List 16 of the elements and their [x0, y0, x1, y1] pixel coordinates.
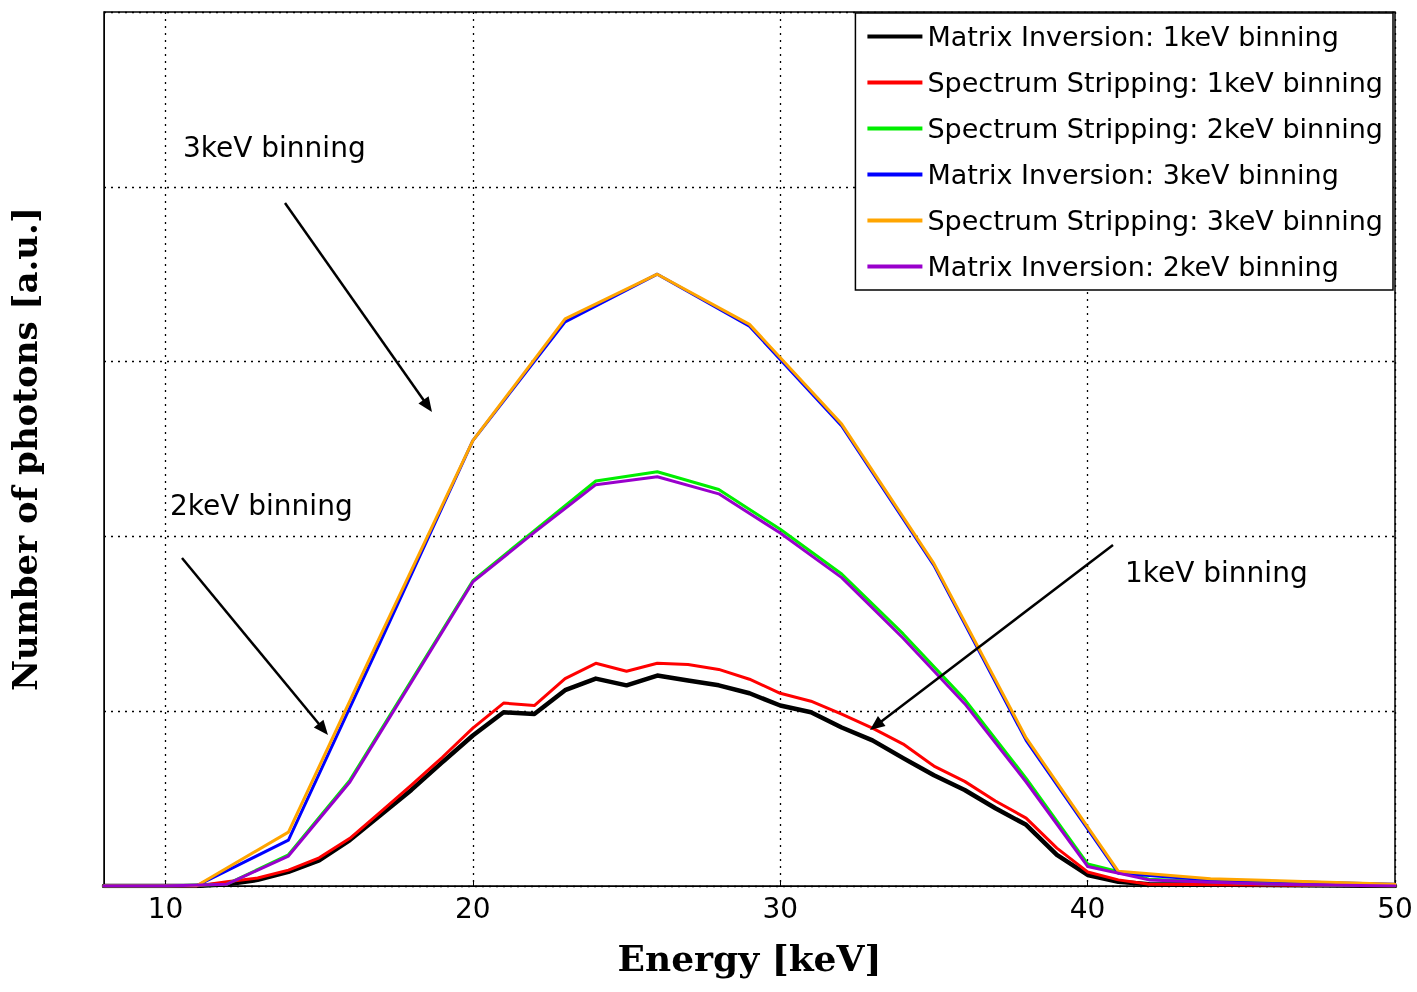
annotation: 2keV binning [170, 488, 353, 522]
annotation: 1keV binning [1125, 555, 1308, 589]
legend-label: Matrix Inversion: 2keV binning [927, 251, 1339, 282]
y-axis-title: Number of photons [a.u.] [5, 207, 45, 691]
x-axis-title: Energy [keV] [617, 937, 882, 979]
x-tick-label: 30 [762, 891, 799, 925]
legend-label: Spectrum Stripping: 3keV binning [927, 205, 1384, 236]
legend-label: Matrix Inversion: 1keV binning [927, 21, 1339, 52]
text: 3keV binning [183, 130, 366, 164]
legend-label: Matrix Inversion: 3keV binning [927, 159, 1339, 190]
x-tick-label: 50 [1377, 891, 1413, 925]
x-tick-label: 20 [455, 891, 491, 925]
legend-label: Spectrum Stripping: 2keV binning [927, 113, 1384, 144]
legend-label: Spectrum Stripping: 1keV binning [927, 67, 1384, 98]
x-tick-label: 40 [1069, 891, 1106, 925]
x-tick-label: 10 [147, 891, 184, 925]
